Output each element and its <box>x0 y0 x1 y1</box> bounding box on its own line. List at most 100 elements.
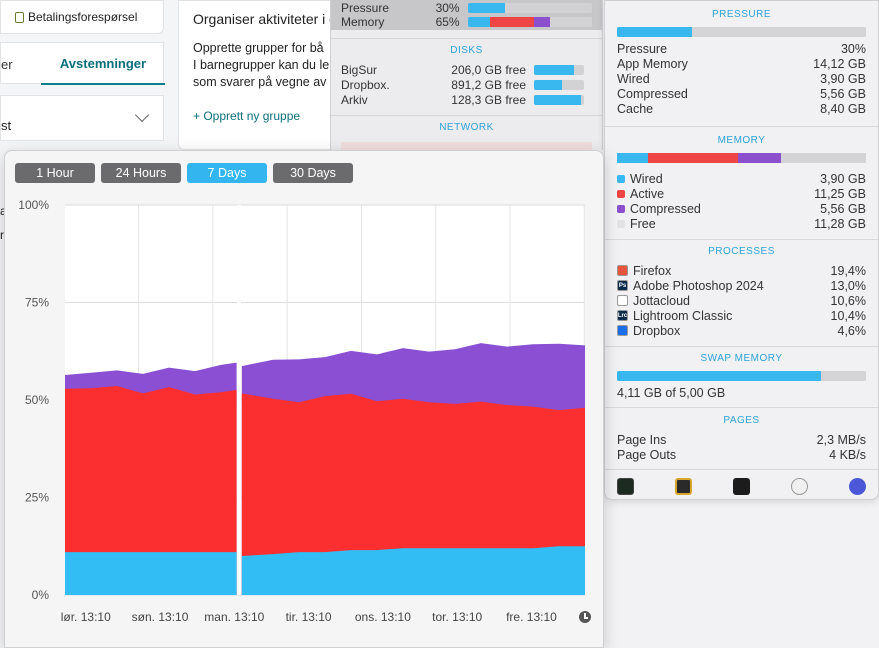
memory-bar <box>617 153 866 163</box>
memory-segment <box>648 153 738 163</box>
x-tick-label: lør. 13:10 <box>61 610 111 624</box>
select-value: st <box>1 118 12 133</box>
disk-row: BigSur 206,0 GB free <box>341 63 592 77</box>
processes-header: PROCESSES <box>708 246 775 257</box>
background-select[interactable]: st <box>0 95 164 141</box>
data-gap <box>237 205 242 595</box>
x-tick-label: fre. 13:10 <box>506 610 557 624</box>
memory-segment <box>617 153 649 163</box>
stat-value: 11,25 GB <box>814 186 866 201</box>
dropbox-icon <box>617 325 628 336</box>
tab-partial[interactable]: er <box>1 57 13 72</box>
pressure-header: PRESSURE <box>711 9 771 20</box>
pressure-stat-row: App Memory 14,12 GB <box>617 56 866 71</box>
stat-label: Wired <box>630 171 663 186</box>
automator-icon[interactable] <box>791 477 808 495</box>
process-name: Dropbox <box>633 323 681 338</box>
swap-header: SWAP MEMORY <box>700 353 783 364</box>
process-name: Jottacloud <box>633 293 690 308</box>
process-row[interactable]: Jottacloud 10,6% <box>617 293 866 308</box>
menu-memory-bar <box>467 17 593 27</box>
time-range-buttons: 1 Hour 24 Hours 7 Days 30 Days <box>15 163 353 183</box>
y-tick-label: 25% <box>25 491 49 505</box>
menu-memory-label: Memory <box>341 15 385 29</box>
firefox-icon <box>617 265 628 276</box>
create-group-link[interactable]: + Opprett ny gruppe <box>193 109 301 123</box>
process-name: Adobe Photoshop 2024 <box>633 278 764 293</box>
process-row[interactable]: Firefox 19,4% <box>617 263 866 278</box>
stat-label: Page Ins <box>617 432 667 447</box>
tab-votes[interactable]: Avstemninger <box>41 43 165 85</box>
stat-label: Cache <box>617 101 654 116</box>
process-name: Firefox <box>633 263 672 278</box>
memory-stat-row: Free 11,28 GB <box>617 216 866 231</box>
menu-pressure-value: 30% <box>435 1 460 15</box>
disk-row: Dropbox. 891,2 GB free <box>341 78 592 92</box>
range-button-1-hour[interactable]: 1 Hour <box>15 163 95 183</box>
menu-memory-value: 65% <box>435 15 460 29</box>
stat-value: 2,3 MB/s <box>816 432 866 447</box>
memory-segment <box>737 153 782 163</box>
pages-stat-row: Page Ins 2,3 MB/s <box>617 432 866 447</box>
range-button-7-days[interactable]: 7 Days <box>187 163 267 183</box>
pressure-stat-row: Wired 3,90 GB <box>617 71 866 86</box>
y-tick-label: 100% <box>18 198 49 212</box>
main-line-1: Opprette grupper for bå <box>193 41 324 55</box>
disk-speed-icon[interactable] <box>675 477 692 495</box>
clock-icon[interactable] <box>579 611 591 623</box>
jottacloud-icon <box>617 295 628 306</box>
y-tick-label: 75% <box>25 296 49 310</box>
activity-monitor-icon[interactable] <box>617 477 634 495</box>
y-tick-label: 0% <box>32 588 50 602</box>
stat-value: 14,12 GB <box>813 56 866 71</box>
disks-header: DISKS <box>450 45 483 56</box>
main-title: Organiser aktiviteter i g <box>193 11 337 27</box>
process-row[interactable]: Lrc Lightroom Classic 10,4% <box>617 308 866 323</box>
stat-label: Compressed <box>617 86 688 101</box>
process-row[interactable]: Dropbox 4,6% <box>617 323 866 338</box>
pages-stat-row: Page Outs 4 KB/s <box>617 447 866 462</box>
legend-swatch <box>617 219 625 228</box>
pressure-stat-row: Pressure 30% <box>617 41 866 56</box>
pressure-bar <box>617 27 866 37</box>
x-tick-label: søn. 13:10 <box>132 610 189 624</box>
stat-value: 3,90 GB <box>820 71 866 86</box>
memory-stat-row: Wired 3,90 GB <box>617 171 866 186</box>
disk-bar <box>534 95 584 105</box>
terminal-icon[interactable] <box>733 477 750 495</box>
legend-swatch <box>617 189 625 198</box>
process-cpu: 4,6% <box>837 323 867 338</box>
x-tick-label: tor. 13:10 <box>432 610 482 624</box>
memory-stat-row: Compressed 5,56 GB <box>617 201 866 216</box>
network-header: NETWORK <box>439 122 494 133</box>
photoshop-icon: Ps <box>617 280 628 291</box>
legend-swatch <box>617 174 625 183</box>
stat-label: Free <box>630 216 656 231</box>
network-graph <box>341 142 592 150</box>
disk-name: BigSur <box>341 63 378 77</box>
pressure-stat-row: Compressed 5,56 GB <box>617 86 866 101</box>
stats-menu: Pressure 30% Memory 65% DISKS BigSur 206… <box>330 0 603 150</box>
y-tick-label: 50% <box>25 393 49 407</box>
range-button-24-hours[interactable]: 24 Hours <box>101 163 181 183</box>
process-row[interactable]: Ps Adobe Photoshop 2024 13,0% <box>617 278 866 293</box>
range-button-30-days[interactable]: 30 Days <box>273 163 353 183</box>
x-tick-label: ons. 13:10 <box>355 610 411 624</box>
stat-value: 30% <box>840 41 866 56</box>
disk-name: Dropbox. <box>341 78 390 92</box>
process-cpu: 13,0% <box>830 278 866 293</box>
stat-value: 4 KB/s <box>829 447 866 462</box>
side-letter-r: r <box>0 228 4 242</box>
process-name: Lightroom Classic <box>633 308 733 323</box>
payment-request-item[interactable]: Betalingsforespørsel <box>0 0 164 34</box>
memory-segment <box>781 153 866 163</box>
legend-swatch <box>617 204 625 213</box>
stat-label: Page Outs <box>617 447 677 462</box>
disk-free: 206,0 GB free <box>451 63 526 77</box>
instruments-icon[interactable] <box>849 477 866 495</box>
stat-value: 11,28 GB <box>814 216 866 231</box>
stat-value: 5,56 GB <box>820 201 866 216</box>
stat-label: App Memory <box>617 56 688 71</box>
menu-memory-row: Memory 65% <box>341 15 593 29</box>
menu-pressure-label: Pressure <box>341 1 390 15</box>
